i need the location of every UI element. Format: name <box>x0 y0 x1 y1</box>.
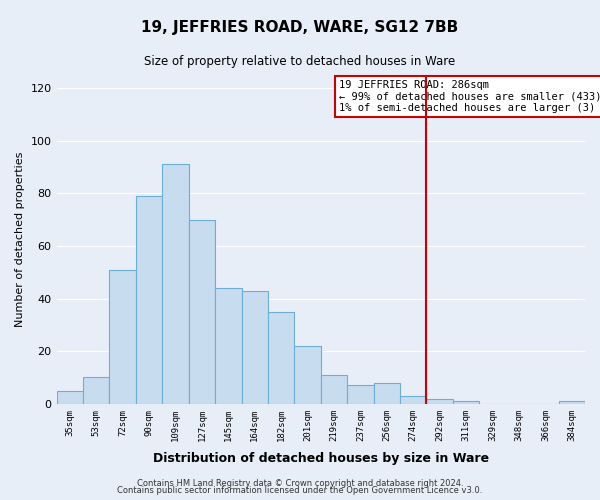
Text: 19 JEFFRIES ROAD: 286sqm
← 99% of detached houses are smaller (433)
1% of semi-d: 19 JEFFRIES ROAD: 286sqm ← 99% of detach… <box>339 80 600 113</box>
Bar <box>136 196 162 404</box>
Text: Contains HM Land Registry data © Crown copyright and database right 2024.: Contains HM Land Registry data © Crown c… <box>137 478 463 488</box>
Text: Size of property relative to detached houses in Ware: Size of property relative to detached ho… <box>145 55 455 68</box>
Bar <box>268 312 295 404</box>
Bar <box>559 401 585 404</box>
Bar <box>295 346 321 404</box>
Bar <box>427 398 453 404</box>
Bar <box>242 290 268 404</box>
Bar <box>347 386 374 404</box>
Bar <box>188 220 215 404</box>
Text: 19, JEFFRIES ROAD, WARE, SG12 7BB: 19, JEFFRIES ROAD, WARE, SG12 7BB <box>142 20 458 35</box>
X-axis label: Distribution of detached houses by size in Ware: Distribution of detached houses by size … <box>153 452 489 465</box>
Bar <box>56 390 83 404</box>
Text: Contains public sector information licensed under the Open Government Licence v3: Contains public sector information licen… <box>118 486 482 495</box>
Bar <box>215 288 242 404</box>
Bar <box>400 396 427 404</box>
Bar <box>109 270 136 404</box>
Bar <box>83 378 109 404</box>
Bar <box>453 401 479 404</box>
Bar <box>321 375 347 404</box>
Y-axis label: Number of detached properties: Number of detached properties <box>15 152 25 327</box>
Bar <box>162 164 188 404</box>
Bar <box>374 382 400 404</box>
